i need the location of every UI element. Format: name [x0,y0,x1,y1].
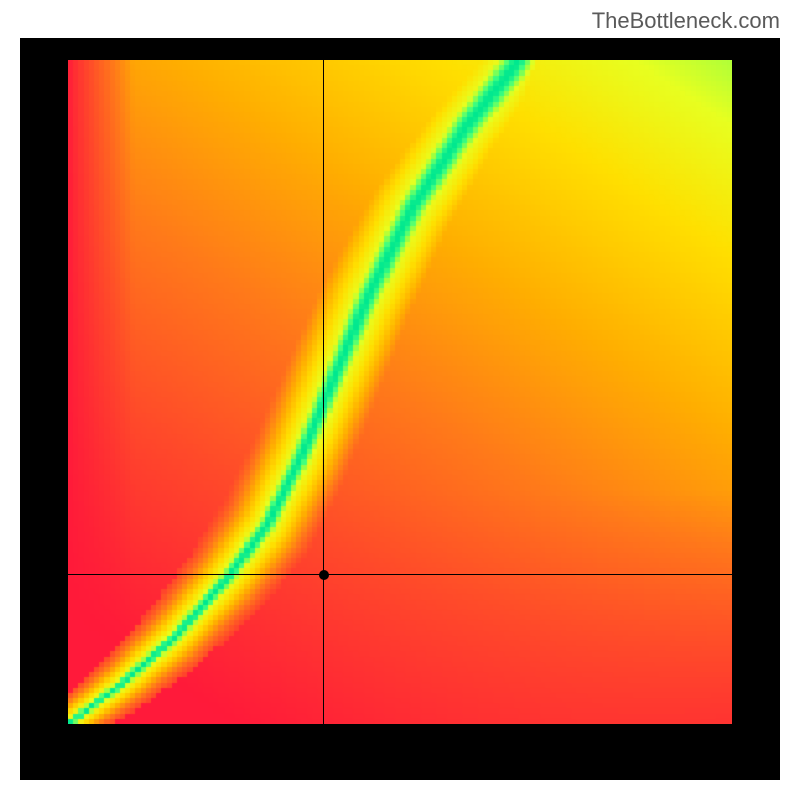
crosshair-vertical [323,60,324,724]
crosshair-horizontal [68,574,732,575]
heatmap-plot-area [68,60,732,724]
bottleneck-chart-container: TheBottleneck.com [0,0,800,800]
chart-frame [20,38,780,780]
marker-dot [319,570,329,580]
watermark-text: TheBottleneck.com [592,8,780,34]
heatmap-canvas [68,60,732,724]
